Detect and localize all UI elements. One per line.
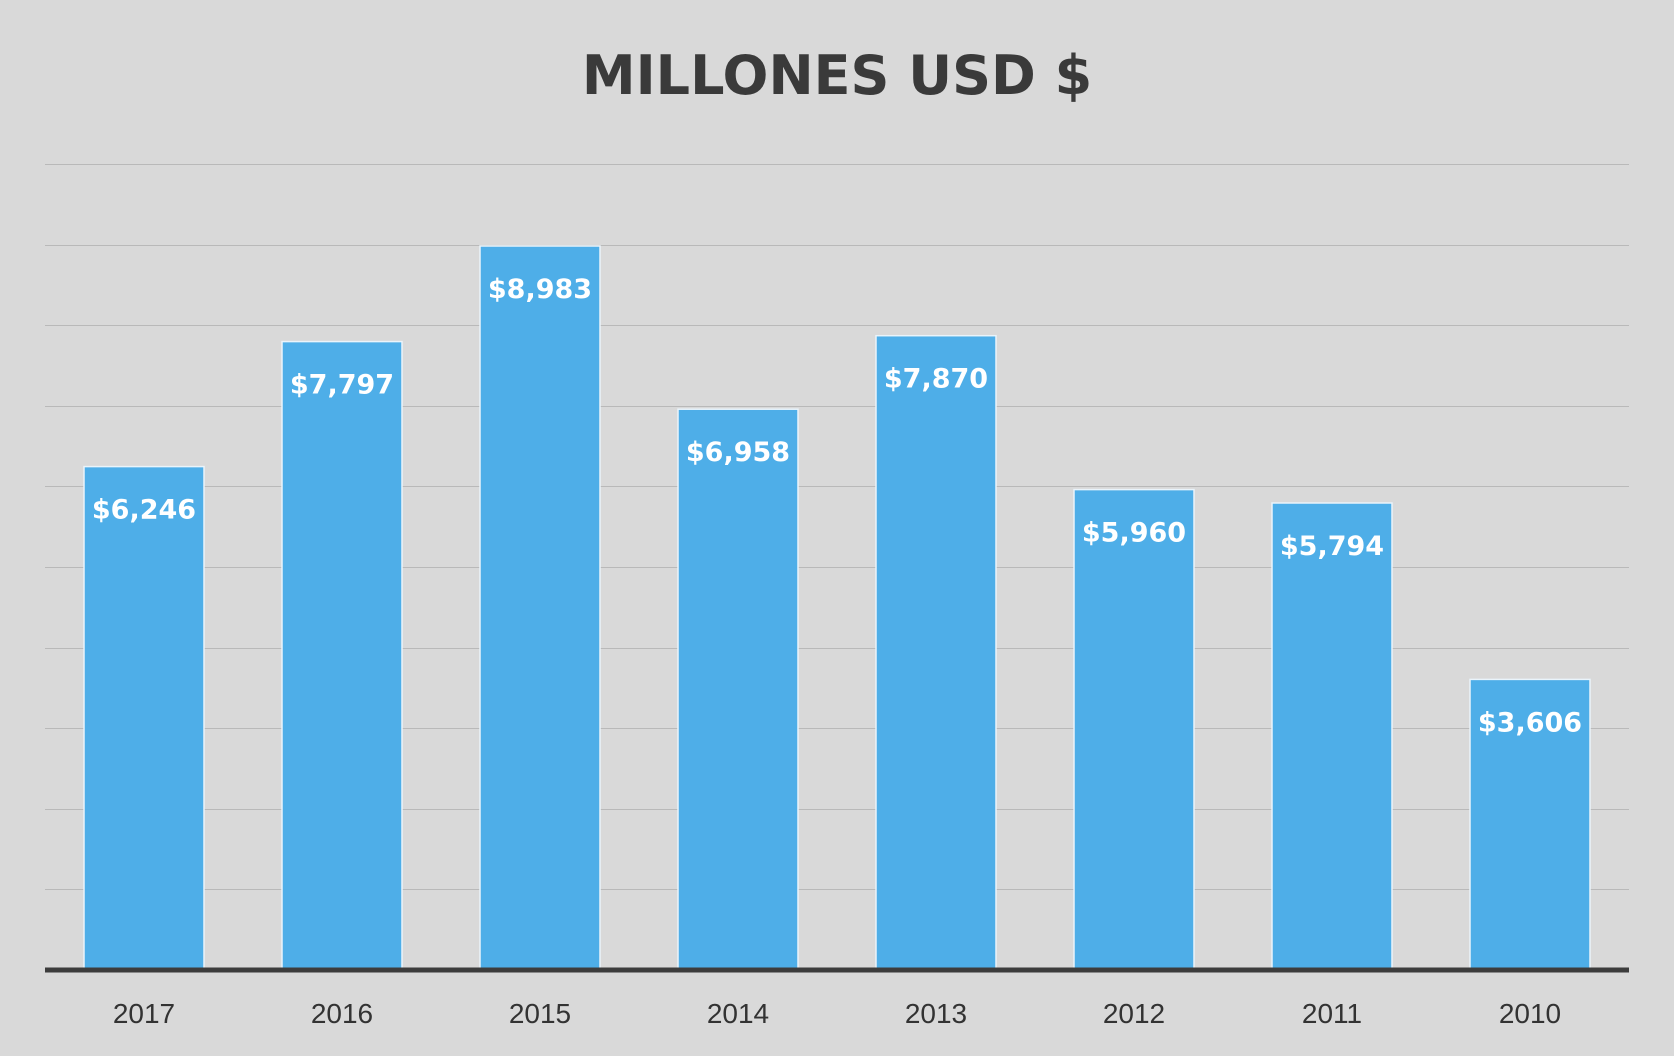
x-tick-label: 2012 bbox=[1103, 998, 1165, 1029]
bar-value-label: $5,960 bbox=[1082, 518, 1186, 549]
x-tick-label: 2017 bbox=[113, 998, 175, 1029]
x-tick-label: 2011 bbox=[1302, 998, 1362, 1029]
bar-value-label: $6,958 bbox=[686, 437, 790, 468]
x-tick-label: 2016 bbox=[311, 998, 373, 1029]
bar-value-label: $6,246 bbox=[92, 495, 196, 526]
x-tick-label: 2014 bbox=[707, 998, 769, 1029]
x-tick-labels: 2017 2016 2015 2014 2013 2012 2011 2010 bbox=[113, 998, 1561, 1029]
bar-value-label: $8,983 bbox=[488, 274, 592, 305]
bar-2016 bbox=[281, 340, 403, 971]
x-tick-label: 2010 bbox=[1499, 998, 1561, 1029]
bar-value-label: $5,794 bbox=[1280, 531, 1384, 562]
bar-2014 bbox=[677, 408, 799, 971]
x-tick-label: 2013 bbox=[905, 998, 967, 1029]
bars: $6,246 $7,797 $8,983 $6,958 $7,870 $5,960 $5,7… bbox=[83, 245, 1591, 971]
bar-value-label: $3,606 bbox=[1478, 707, 1582, 738]
bar-2017 bbox=[83, 465, 205, 971]
bar-value-label: $7,870 bbox=[884, 364, 988, 395]
bar-2013 bbox=[875, 334, 997, 971]
bar-2010 bbox=[1469, 678, 1591, 971]
bar-2011 bbox=[1271, 502, 1393, 971]
chart-title: MILLONES USD $ bbox=[582, 44, 1092, 107]
bar-2012 bbox=[1073, 488, 1195, 971]
bar-value-label: $7,797 bbox=[290, 370, 394, 401]
bar-2015 bbox=[479, 245, 601, 971]
x-tick-label: 2015 bbox=[509, 998, 571, 1029]
